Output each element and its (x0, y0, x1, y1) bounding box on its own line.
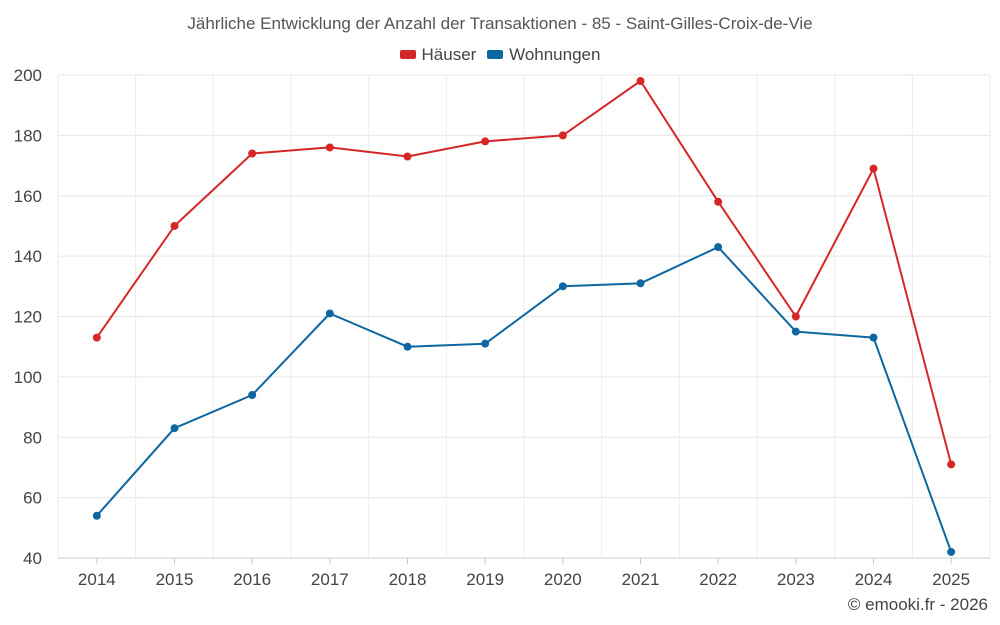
data-point-wohnungen (636, 279, 645, 288)
series-line-haeuser (95, 80, 953, 465)
x-tick-label: 2020 (544, 570, 582, 589)
data-point-wohnungen (869, 333, 878, 342)
data-point-haeuser (947, 460, 956, 469)
x-tick-label: 2025 (932, 570, 970, 589)
y-tick-label: 200 (14, 66, 42, 85)
y-tick-label: 140 (14, 247, 42, 266)
x-tick-label: 2017 (311, 570, 349, 589)
chart-title: Jährliche Entwicklung der Anzahl der Tra… (187, 14, 813, 33)
legend-item-wohnungen[interactable]: Wohnungen (487, 45, 600, 65)
data-point-wohnungen (714, 243, 723, 252)
data-point-haeuser (325, 143, 334, 152)
legend: Häuser Wohnungen (0, 44, 1000, 65)
data-point-wohnungen (170, 424, 179, 433)
data-point-haeuser (248, 149, 257, 158)
y-tick-label: 160 (14, 187, 42, 206)
y-tick-label: 120 (14, 308, 42, 327)
data-point-wohnungen (791, 327, 800, 336)
data-point-wohnungen (558, 282, 567, 291)
y-tick-label: 100 (14, 368, 42, 387)
data-point-haeuser (636, 77, 645, 86)
y-tick-label: 40 (23, 549, 42, 568)
data-point-haeuser (481, 137, 490, 146)
x-tick-label: 2022 (699, 570, 737, 589)
data-point-wohnungen (947, 547, 956, 556)
data-point-haeuser (714, 197, 723, 206)
data-point-wohnungen (403, 342, 412, 351)
x-tick-label: 2014 (78, 570, 116, 589)
data-point-haeuser (170, 221, 179, 230)
x-tick-label: 2019 (466, 570, 504, 589)
x-tick-label: 2024 (855, 570, 893, 589)
data-point-wohnungen (92, 511, 101, 520)
data-point-wohnungen (481, 339, 490, 348)
y-tick-label: 80 (23, 428, 42, 447)
legend-swatch-wohnungen (487, 50, 504, 59)
x-tick-label: 2015 (156, 570, 194, 589)
x-tick-label: 2021 (622, 570, 660, 589)
data-point-haeuser (403, 152, 412, 161)
legend-item-haeuser[interactable]: Häuser (399, 44, 477, 65)
data-point-wohnungen (325, 309, 334, 318)
data-point-haeuser (92, 333, 101, 342)
series-line-wohnungen (96, 246, 953, 553)
legend-swatch-haeuser (399, 50, 416, 59)
data-point-haeuser (558, 131, 567, 140)
data-point-haeuser (869, 164, 878, 173)
data-point-haeuser (791, 312, 800, 321)
legend-label-haeuser: Häuser (421, 44, 477, 64)
y-tick-label: 180 (14, 126, 42, 145)
x-tick-label: 2016 (233, 570, 271, 589)
x-tick-label: 2023 (777, 570, 815, 589)
x-tick-label: 2018 (389, 570, 427, 589)
copyright-text: © emooki.fr - 2026 (847, 595, 988, 614)
data-point-wohnungen (248, 390, 257, 399)
y-tick-label: 60 (23, 489, 42, 508)
legend-label-wohnungen: Wohnungen (509, 44, 601, 64)
